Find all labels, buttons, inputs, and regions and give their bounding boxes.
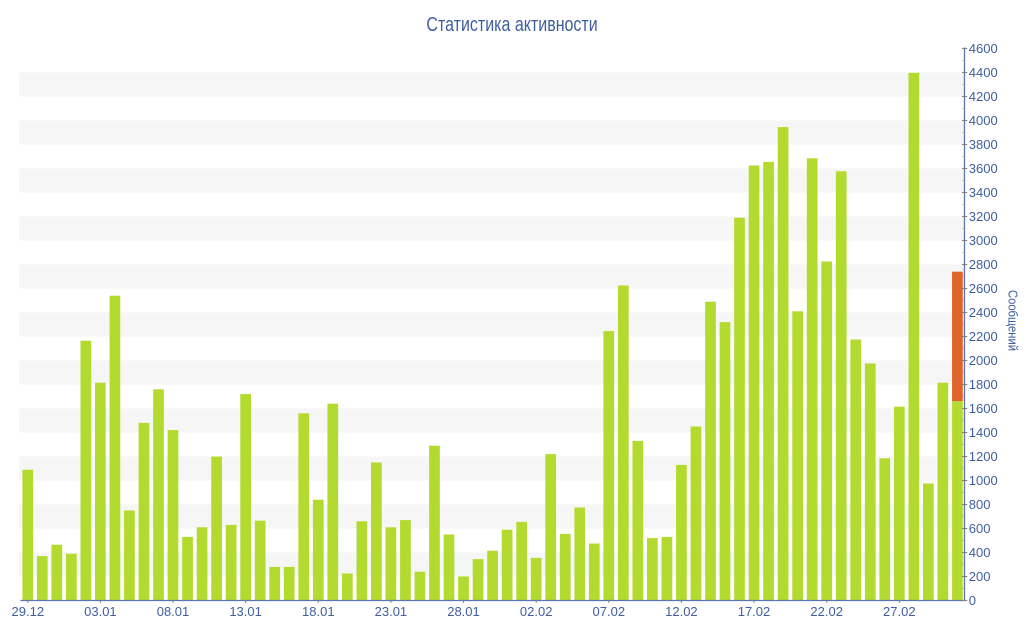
svg-text:07.02: 07.02 xyxy=(593,604,626,619)
svg-text:600: 600 xyxy=(969,521,991,536)
svg-text:2200: 2200 xyxy=(969,329,998,344)
svg-text:400: 400 xyxy=(969,545,991,560)
svg-text:4200: 4200 xyxy=(969,89,998,104)
svg-text:03.01: 03.01 xyxy=(84,604,117,619)
svg-text:Статистика активности: Статистика активности xyxy=(426,14,597,36)
svg-text:4400: 4400 xyxy=(969,65,998,80)
svg-text:3200: 3200 xyxy=(969,209,998,224)
svg-text:4600: 4600 xyxy=(969,41,998,56)
svg-text:800: 800 xyxy=(969,497,991,512)
svg-text:17.02: 17.02 xyxy=(738,604,771,619)
svg-text:27.02: 27.02 xyxy=(883,604,916,619)
svg-text:23.01: 23.01 xyxy=(375,604,408,619)
svg-text:18.01: 18.01 xyxy=(302,604,335,619)
svg-text:4000: 4000 xyxy=(969,113,998,128)
svg-text:2400: 2400 xyxy=(969,305,998,320)
svg-text:0: 0 xyxy=(969,593,976,608)
svg-text:13.01: 13.01 xyxy=(229,604,262,619)
svg-text:02.02: 02.02 xyxy=(520,604,553,619)
svg-text:2800: 2800 xyxy=(969,257,998,272)
svg-text:1400: 1400 xyxy=(969,425,998,440)
svg-text:1200: 1200 xyxy=(969,449,998,464)
svg-text:1600: 1600 xyxy=(969,401,998,416)
svg-text:28.01: 28.01 xyxy=(447,604,480,619)
svg-text:3400: 3400 xyxy=(969,185,998,200)
svg-text:08.01: 08.01 xyxy=(157,604,190,619)
svg-text:12.02: 12.02 xyxy=(665,604,698,619)
svg-text:3800: 3800 xyxy=(969,137,998,152)
svg-text:22.02: 22.02 xyxy=(810,604,843,619)
svg-text:3000: 3000 xyxy=(969,233,998,248)
svg-text:Сообщений: Сообщений xyxy=(1006,290,1021,351)
svg-text:2600: 2600 xyxy=(969,281,998,296)
svg-text:29.12: 29.12 xyxy=(12,604,45,619)
svg-text:1000: 1000 xyxy=(969,473,998,488)
svg-text:2000: 2000 xyxy=(969,353,998,368)
svg-text:200: 200 xyxy=(969,569,991,584)
svg-text:1800: 1800 xyxy=(969,377,998,392)
svg-text:3600: 3600 xyxy=(969,161,998,176)
